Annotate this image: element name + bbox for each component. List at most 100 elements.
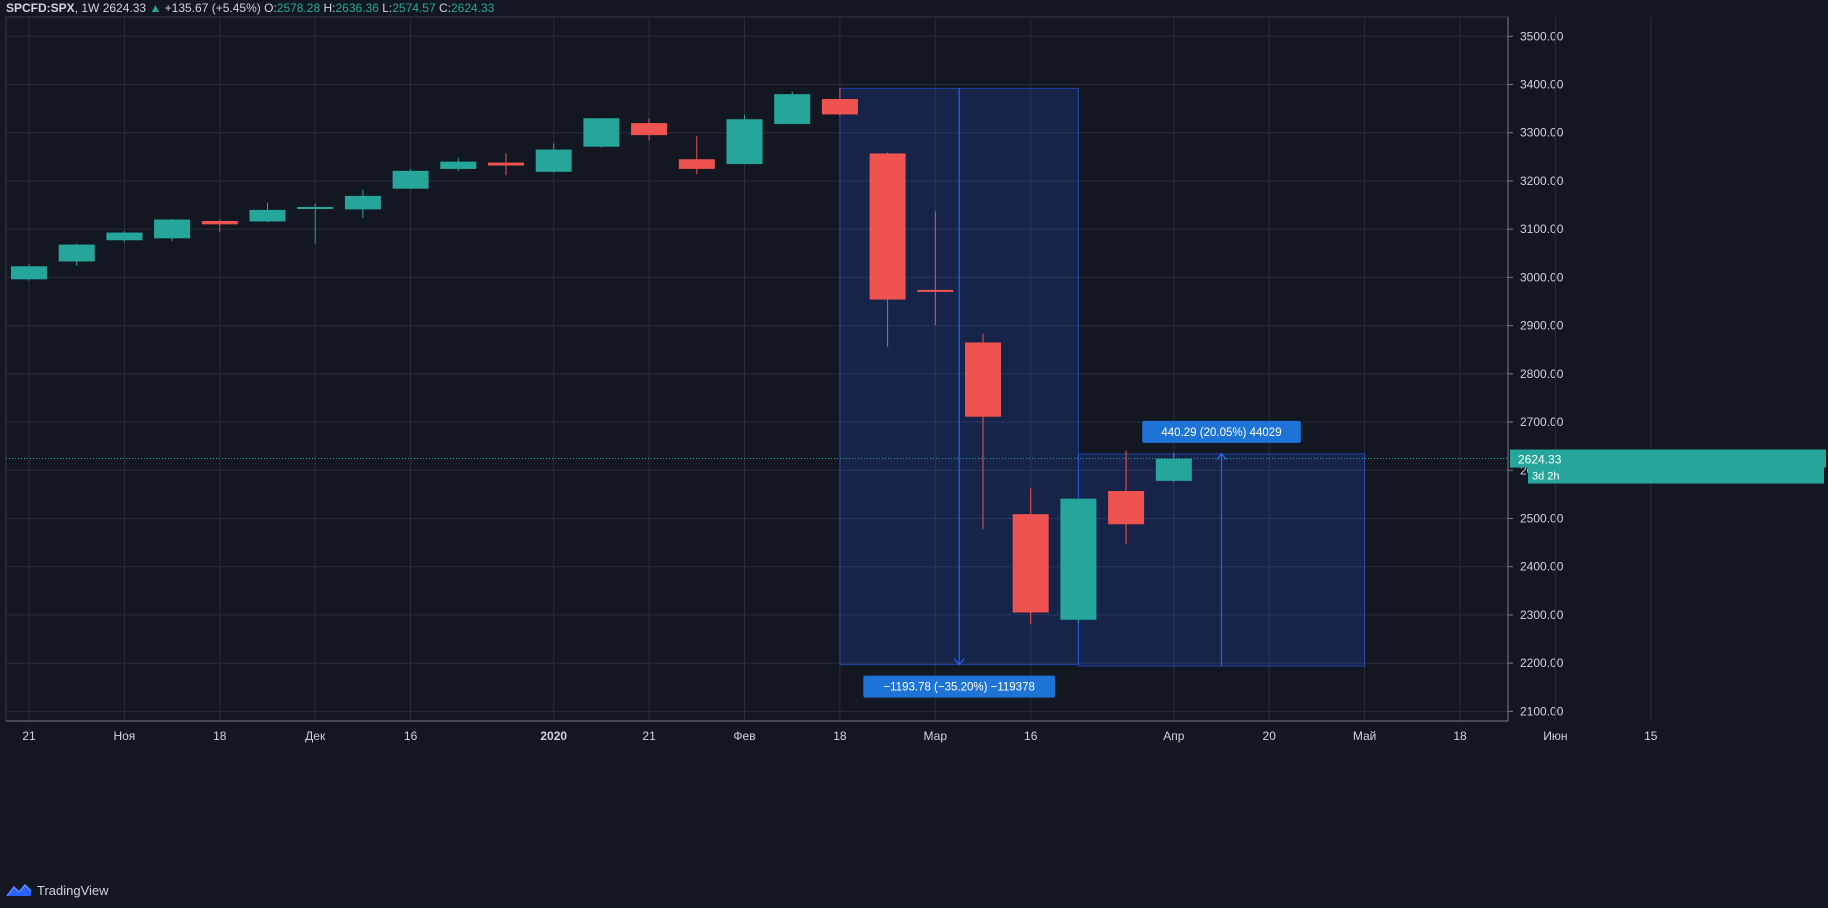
y-axis-label: 3400.00 [1520,78,1564,92]
y-axis-label: 2500.00 [1520,511,1564,525]
candle[interactable] [965,333,1001,530]
candle-body [344,195,381,210]
y-axis-label: 2800.00 [1520,367,1564,381]
candle[interactable] [726,114,763,165]
x-axis-label: 21 [22,729,36,743]
y-axis-label: 3100.00 [1520,222,1564,236]
candle-body [106,232,143,241]
candle[interactable] [583,118,620,148]
candle-body [965,342,1001,417]
y-axis-label: 2900.00 [1520,319,1564,333]
candle-body [917,289,954,292]
close-label: C: [438,1,451,15]
x-axis-label: Дек [305,729,326,743]
x-axis-label: 21 [642,729,656,743]
candle[interactable] [201,219,238,233]
tradingview-logo-icon [6,883,32,897]
candle[interactable] [1012,488,1049,625]
y-axis-label: 2400.00 [1520,560,1564,574]
last-price-badge [1510,449,1826,468]
candle[interactable] [1060,498,1097,623]
candle[interactable] [774,91,811,125]
symbol-name[interactable]: SPCFD:SPX [6,1,75,15]
candle[interactable] [1108,450,1145,545]
candle[interactable] [821,87,858,116]
x-axis-label: 18 [213,729,227,743]
close-value: 2624.33 [450,1,495,15]
x-axis-label: 18 [833,729,847,743]
interval[interactable]: 1W [81,1,100,15]
candle[interactable] [1155,452,1192,483]
candle[interactable] [392,168,429,190]
candle[interactable] [106,231,143,242]
candle-body [392,170,429,189]
candle-body [631,123,668,136]
x-axis-label: Ноя [113,729,135,743]
x-axis-label: 16 [404,729,418,743]
x-axis-label: 16 [1024,729,1038,743]
candle-body [821,98,858,115]
measure-label: 440.29 (20.05%) 44029 [1161,427,1281,439]
y-axis-label: 2300.00 [1520,608,1564,622]
candle[interactable] [11,264,47,281]
x-axis-label: Май [1353,729,1377,743]
candle-body [583,118,620,147]
open-label: O: [264,1,277,15]
candle[interactable] [249,202,286,223]
candle-body [678,159,715,169]
candle-body [726,119,763,165]
y-axis-label: 3200.00 [1520,174,1564,188]
candle-body [201,220,238,225]
candle[interactable] [297,203,334,244]
candle-body [249,209,286,222]
countdown-label: 3d 2h [1532,471,1560,483]
change-arrow-icon: ▲ [149,1,162,15]
price-change: +135.67 (+5.45%) [164,1,261,15]
last-price-label: 2624.33 [1518,453,1562,467]
y-axis-label: 2700.00 [1520,415,1564,429]
candle-body [1155,458,1192,481]
low-value: 2574.57 [392,1,436,15]
candle-body [440,161,477,169]
x-axis-label: Мар [924,729,948,743]
low-label: L: [382,1,393,15]
candle[interactable] [154,219,191,242]
candle-body [1060,498,1097,620]
candle-body [154,219,191,239]
candle[interactable] [58,243,95,266]
candle-body [535,149,572,172]
y-axis-label: 3500.00 [1520,29,1564,43]
candle[interactable] [344,189,381,219]
candle-body [11,266,47,280]
candle[interactable] [917,211,954,326]
chart-legend: SPCFD:SPX, 1W 2624.33 ▲ +135.67 (+5.45%)… [6,1,495,15]
measure-arrowhead-icon [953,658,965,666]
candle[interactable] [440,157,477,172]
high-label: H: [323,1,336,15]
candle-body [297,206,334,209]
x-axis-label: Июн [1543,729,1567,743]
candle[interactable] [631,118,668,141]
candle-body [1108,490,1145,525]
high-value: 2636.36 [335,1,379,15]
candle[interactable] [535,143,572,173]
x-axis-label: 20 [1263,729,1277,743]
x-axis-label: 2020 [540,729,567,743]
tradingview-brand[interactable]: TradingView [6,880,109,900]
y-axis-label: 3300.00 [1520,126,1564,140]
candle-body [774,94,811,125]
measure-arrowhead-icon [1216,452,1227,461]
y-axis-label: 2100.00 [1520,704,1564,718]
candle[interactable] [678,136,715,175]
candle[interactable] [488,153,524,176]
candle[interactable] [869,152,906,347]
y-axis-label: 2200.00 [1520,656,1564,670]
x-axis-label: Фев [733,729,755,743]
candle-body [1012,514,1049,613]
candle-body [58,244,95,262]
measure-label-bg [863,675,1055,698]
open-value: 2578.28 [276,1,321,15]
measure-label-bg [1142,420,1301,443]
brand-name: TradingView [37,882,109,898]
